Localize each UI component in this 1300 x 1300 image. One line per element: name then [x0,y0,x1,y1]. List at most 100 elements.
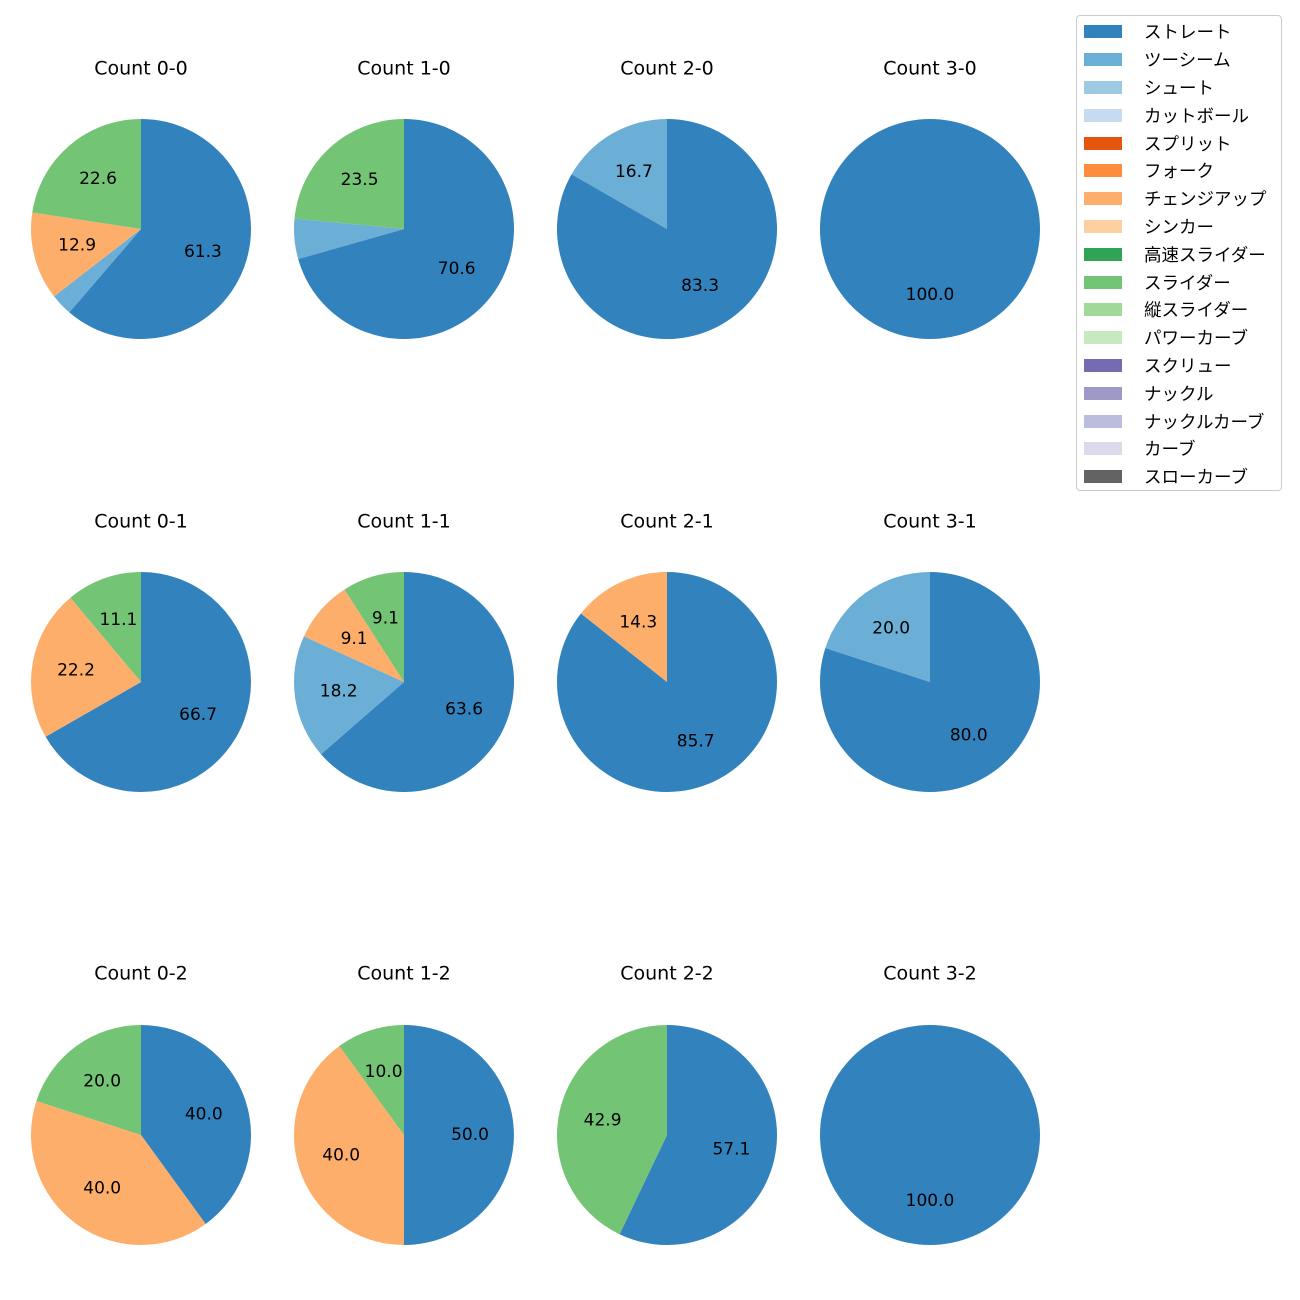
pie-slice [70,572,141,682]
legend-item: ナックルカーブ [1084,407,1281,435]
pie-count-3-2: Count 3-2 100.0 [820,963,1040,1245]
pie-slice-label: 12.9 [58,236,96,256]
pie-slice-label: 40.0 [322,1145,360,1165]
pie-title: Count 0-2 [94,963,188,985]
pie-count-0-0: Count 0-0 61.3 12.9 22.6 [31,58,252,340]
legend-item: フォーク [1084,157,1281,185]
legend-item: チェンジアップ [1084,185,1281,213]
legend-swatch [1084,80,1122,94]
pie-count-3-1: Count 3-1 80.0 20.0 [819,511,1040,792]
pie-slice-label: 100.0 [906,1191,955,1211]
pie-slice [556,119,777,339]
legend-swatch [1084,164,1122,178]
pie-count-0-1: Count 0-1 66.7 22.2 11.1 [30,511,251,792]
pie-count-3-0: Count 3-0 100.0 [820,58,1040,339]
legend-label: カットボール [1144,106,1249,127]
pie-slice [141,1025,252,1224]
pie-slice [571,119,667,229]
pie-slice [30,1101,206,1246]
legend-item: カーブ [1084,435,1281,463]
pie-slice [298,119,515,339]
legend-label: チェンジアップ [1144,190,1267,211]
pie-slice-label: 11.1 [99,610,137,630]
pie-slice [819,572,1040,792]
legend-item: スローカーブ [1084,463,1281,491]
pie-slice-label: 9.1 [341,629,368,649]
pie-count-2-2: Count 2-2 57.1 42.9 [557,963,778,1246]
legend-label: スクリュー [1144,356,1232,377]
pie-title: Count 0-0 [94,58,188,80]
legend-label: パワーカーブ [1144,329,1248,350]
legend-item: スプリット [1084,129,1281,157]
pie-slice-label: 100.0 [906,285,955,305]
pie-slice-label: 18.2 [320,682,358,702]
pie-slice [54,229,141,313]
pie-slice-label: 66.7 [179,705,217,725]
pie-slice-label: 61.3 [184,242,222,262]
legend-item: ツーシーム [1084,46,1281,74]
pie-slice [294,119,404,229]
pie-slice-label: 70.6 [438,259,476,279]
legend-item: パワーカーブ [1084,324,1281,352]
legend-swatch [1084,442,1122,456]
legend-swatch [1084,414,1122,428]
legend-label: ストレート [1144,23,1232,44]
pie-count-0-2: Count 0-2 40.0 40.0 20.0 [30,963,252,1246]
pie-title: Count 3-0 [883,58,977,80]
legend-item: ストレート [1084,18,1281,46]
pie-slice-label: 20.0 [83,1072,121,1092]
pie-slice-label: 83.3 [681,276,719,296]
pie-title: Count 3-2 [883,963,977,985]
legend-swatch [1084,358,1122,372]
pie-slice [404,1025,514,1245]
legend-swatch [1084,192,1122,206]
pie-slice [36,1025,141,1135]
legend-swatch [1084,136,1122,150]
pie-slice [303,589,404,682]
legend-label: シュート [1144,78,1214,99]
pie-title: Count 1-0 [357,58,451,80]
legend-label: シンカー [1144,217,1214,238]
legend-item: 縦スライダー [1084,296,1281,324]
legend-label: 高速スライダー [1144,245,1266,266]
pie-slice [825,572,930,682]
pie-count-2-1: Count 2-1 85.7 14.3 [557,511,778,792]
pie-slice [344,572,404,682]
legend-label: ナックルカーブ [1144,412,1265,433]
legend-item: ナックル [1084,379,1281,407]
pie-title: Count 2-1 [620,511,714,533]
pie-title: Count 1-2 [357,963,451,985]
legend-swatch [1084,470,1122,484]
pie-count-1-0: Count 1-0 70.6 23.5 [294,58,515,339]
pie-slice-label: 50.0 [451,1125,489,1145]
pie-slice [321,572,515,793]
pie-slice-label: 40.0 [83,1178,121,1198]
pie-slice-label: 80.0 [950,725,988,745]
pie-slice-label: 23.5 [341,170,379,190]
legend-swatch [1084,53,1122,67]
pie-title: Count 1-1 [357,511,451,533]
legend-swatch [1084,108,1122,122]
pie-slice [45,572,251,792]
legend-item: カットボール [1084,101,1281,129]
pie-slice-label: 85.7 [677,732,715,752]
pie-slice-label: 22.2 [57,660,95,680]
legend-item: スクリュー [1084,352,1281,380]
pie-slice [69,119,252,340]
pie-slice-label: 63.6 [445,699,483,719]
pie-slice [31,212,141,297]
pie-count-1-1: Count 1-1 63.6 18.2 9.19.1 [294,511,515,793]
pie-title: Count 2-2 [620,963,714,985]
pie-slice [557,572,778,792]
pie-slice [619,1025,778,1246]
pie-slice [820,1025,1040,1245]
legend-swatch [1084,275,1122,289]
pie-slice-label: 10.0 [365,1062,403,1082]
legend-label: スライダー [1144,273,1231,294]
pie-slice-label: 57.1 [712,1140,750,1160]
pie-slice [32,119,141,229]
pie-slice [294,636,404,755]
pie-slice-label: 42.9 [584,1110,622,1130]
legend-swatch [1084,247,1122,261]
